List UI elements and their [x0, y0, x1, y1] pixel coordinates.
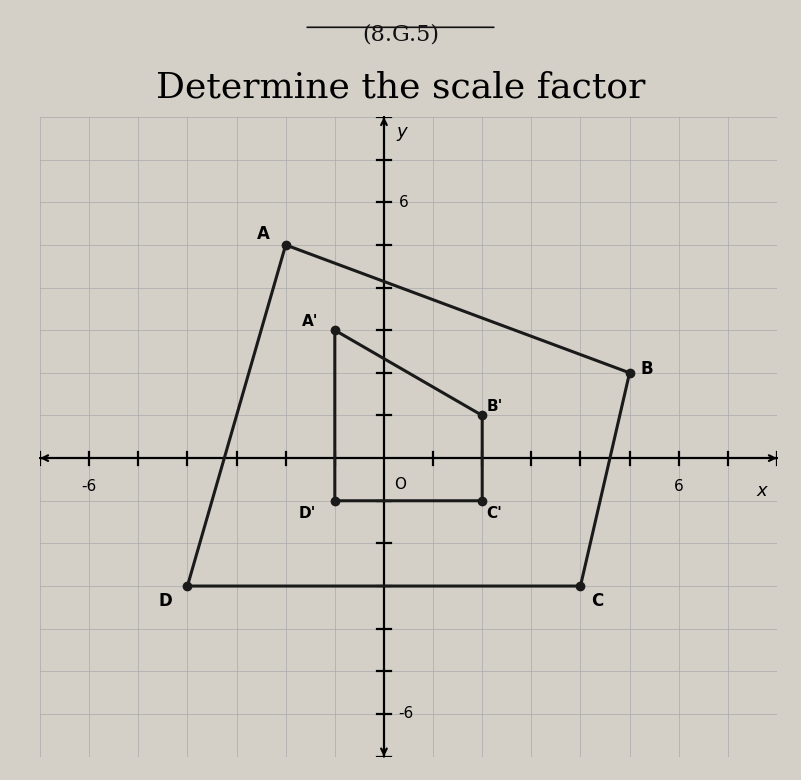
Text: -6: -6: [399, 707, 414, 722]
Text: B: B: [641, 360, 653, 378]
Text: B': B': [486, 399, 503, 414]
Text: 6: 6: [674, 480, 683, 495]
Text: -6: -6: [82, 480, 97, 495]
Text: x: x: [757, 481, 767, 499]
Text: O: O: [394, 477, 406, 492]
Text: C: C: [591, 592, 604, 610]
Text: A: A: [257, 225, 270, 243]
Text: C': C': [486, 506, 502, 521]
Text: Determine the scale factor: Determine the scale factor: [156, 70, 645, 105]
Text: D: D: [159, 592, 172, 610]
Text: (8.G.5): (8.G.5): [362, 23, 439, 45]
Text: D': D': [299, 506, 316, 521]
Text: A': A': [302, 314, 319, 329]
Text: 6: 6: [399, 195, 409, 210]
Text: y: y: [396, 123, 407, 141]
